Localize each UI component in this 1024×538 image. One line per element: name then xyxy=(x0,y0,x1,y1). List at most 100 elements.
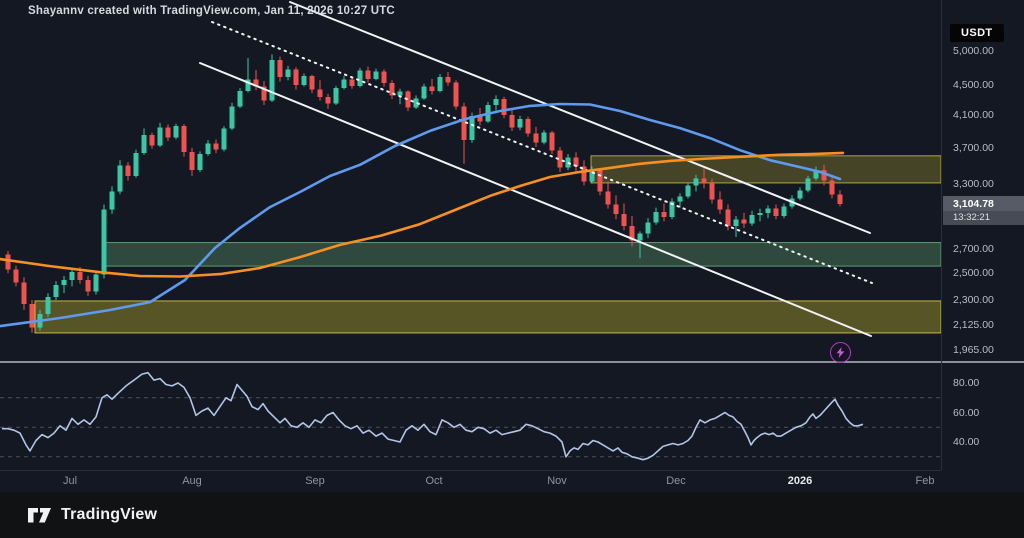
candle xyxy=(573,152,579,172)
candle xyxy=(797,187,803,201)
candle xyxy=(285,65,291,81)
candle xyxy=(141,128,147,155)
candle xyxy=(685,182,691,199)
candle xyxy=(357,67,363,88)
candle xyxy=(221,126,227,152)
candle xyxy=(261,80,267,106)
candle xyxy=(293,67,299,90)
candle xyxy=(461,102,467,164)
candle xyxy=(237,88,243,109)
candle xyxy=(85,275,91,296)
candle xyxy=(93,270,99,295)
candle xyxy=(53,281,59,300)
candle xyxy=(429,78,435,95)
time-axis-label-oct: Oct xyxy=(425,475,443,487)
candle xyxy=(101,204,107,279)
candle xyxy=(277,56,283,82)
candle xyxy=(389,80,395,100)
candle xyxy=(509,109,515,132)
candle xyxy=(549,131,555,154)
candle xyxy=(373,68,379,81)
candle xyxy=(181,124,187,157)
time-axis[interactable]: Jul Aug Sep Oct Nov Dec 2026 Feb xyxy=(0,470,941,493)
candle xyxy=(765,205,771,219)
price-axis-label: 2,300.00 xyxy=(953,294,994,306)
candle xyxy=(245,57,251,93)
candle xyxy=(69,268,75,287)
time-axis-label-sep: Sep xyxy=(305,475,325,487)
candle xyxy=(437,74,443,93)
candle xyxy=(677,193,683,208)
channel-bottom xyxy=(199,62,872,337)
candle xyxy=(309,74,315,94)
candle xyxy=(333,85,339,106)
lightning-icon xyxy=(836,347,845,358)
candle xyxy=(133,149,139,178)
candle xyxy=(693,174,699,192)
rsi-line xyxy=(2,371,864,461)
tradingview-logo[interactable]: TradingView xyxy=(27,505,157,525)
candle xyxy=(5,251,11,274)
candle xyxy=(605,181,611,209)
lightning-reaction-button[interactable] xyxy=(830,342,851,363)
price-axis-label: 5,000.00 xyxy=(953,45,994,57)
candle xyxy=(325,93,331,109)
candle xyxy=(45,293,51,318)
price-axis-label: 4,100.00 xyxy=(953,109,994,121)
tradingview-logo-icon xyxy=(28,508,51,523)
candle xyxy=(365,66,371,83)
price-axis[interactable]: USDT 3,104.78 13:32:21 5,000.00 4,500.00 4… xyxy=(941,0,1024,470)
candle xyxy=(205,140,211,156)
candle xyxy=(557,146,563,173)
candle xyxy=(645,218,651,239)
candle xyxy=(597,168,603,196)
price-axis-label: 1,965.00 xyxy=(953,344,994,356)
candle xyxy=(701,168,707,189)
tradingview-logo-text: TradingView xyxy=(61,506,158,523)
candle xyxy=(773,204,779,220)
candle xyxy=(637,231,643,259)
trend-channel xyxy=(199,1,873,337)
candle xyxy=(157,122,163,147)
support-zone-yellow xyxy=(34,300,942,334)
candle xyxy=(269,54,275,103)
time-axis-label-jul: Jul xyxy=(62,475,78,487)
candle xyxy=(317,80,323,101)
price-axis-label: 2,700.00 xyxy=(953,243,994,255)
candle xyxy=(61,275,67,294)
candle xyxy=(757,208,763,222)
candle xyxy=(749,210,755,226)
candle xyxy=(173,123,179,140)
candle xyxy=(381,69,387,87)
candle xyxy=(165,124,171,142)
price-axis-label: 3,300.00 xyxy=(953,178,994,190)
candle xyxy=(421,83,427,100)
bottom-brand-bar: TradingView xyxy=(0,492,1024,538)
candle xyxy=(837,190,843,207)
candle xyxy=(493,95,499,111)
channel-top xyxy=(289,1,871,234)
candle xyxy=(21,277,27,310)
currency-unit-button[interactable]: USDT xyxy=(950,24,1004,42)
candle xyxy=(533,126,539,147)
price-axis-label: 3,700.00 xyxy=(953,142,994,154)
ma-fast-orange-line xyxy=(0,151,845,278)
candle xyxy=(445,71,451,86)
candle xyxy=(741,212,747,229)
candle xyxy=(613,195,619,220)
candle xyxy=(341,76,347,90)
price-zones xyxy=(34,155,942,334)
rsi-axis-label: 60.00 xyxy=(953,407,980,419)
candle xyxy=(565,153,571,171)
candle xyxy=(621,203,627,231)
candle xyxy=(413,95,419,109)
rsi-gridlines xyxy=(0,397,941,458)
time-axis-label-aug: Aug xyxy=(182,475,202,487)
time-axis-label-feb: Feb xyxy=(915,475,935,487)
candle xyxy=(109,186,115,214)
candle xyxy=(653,207,659,225)
candle xyxy=(781,203,787,219)
candlestick-series xyxy=(5,54,843,333)
